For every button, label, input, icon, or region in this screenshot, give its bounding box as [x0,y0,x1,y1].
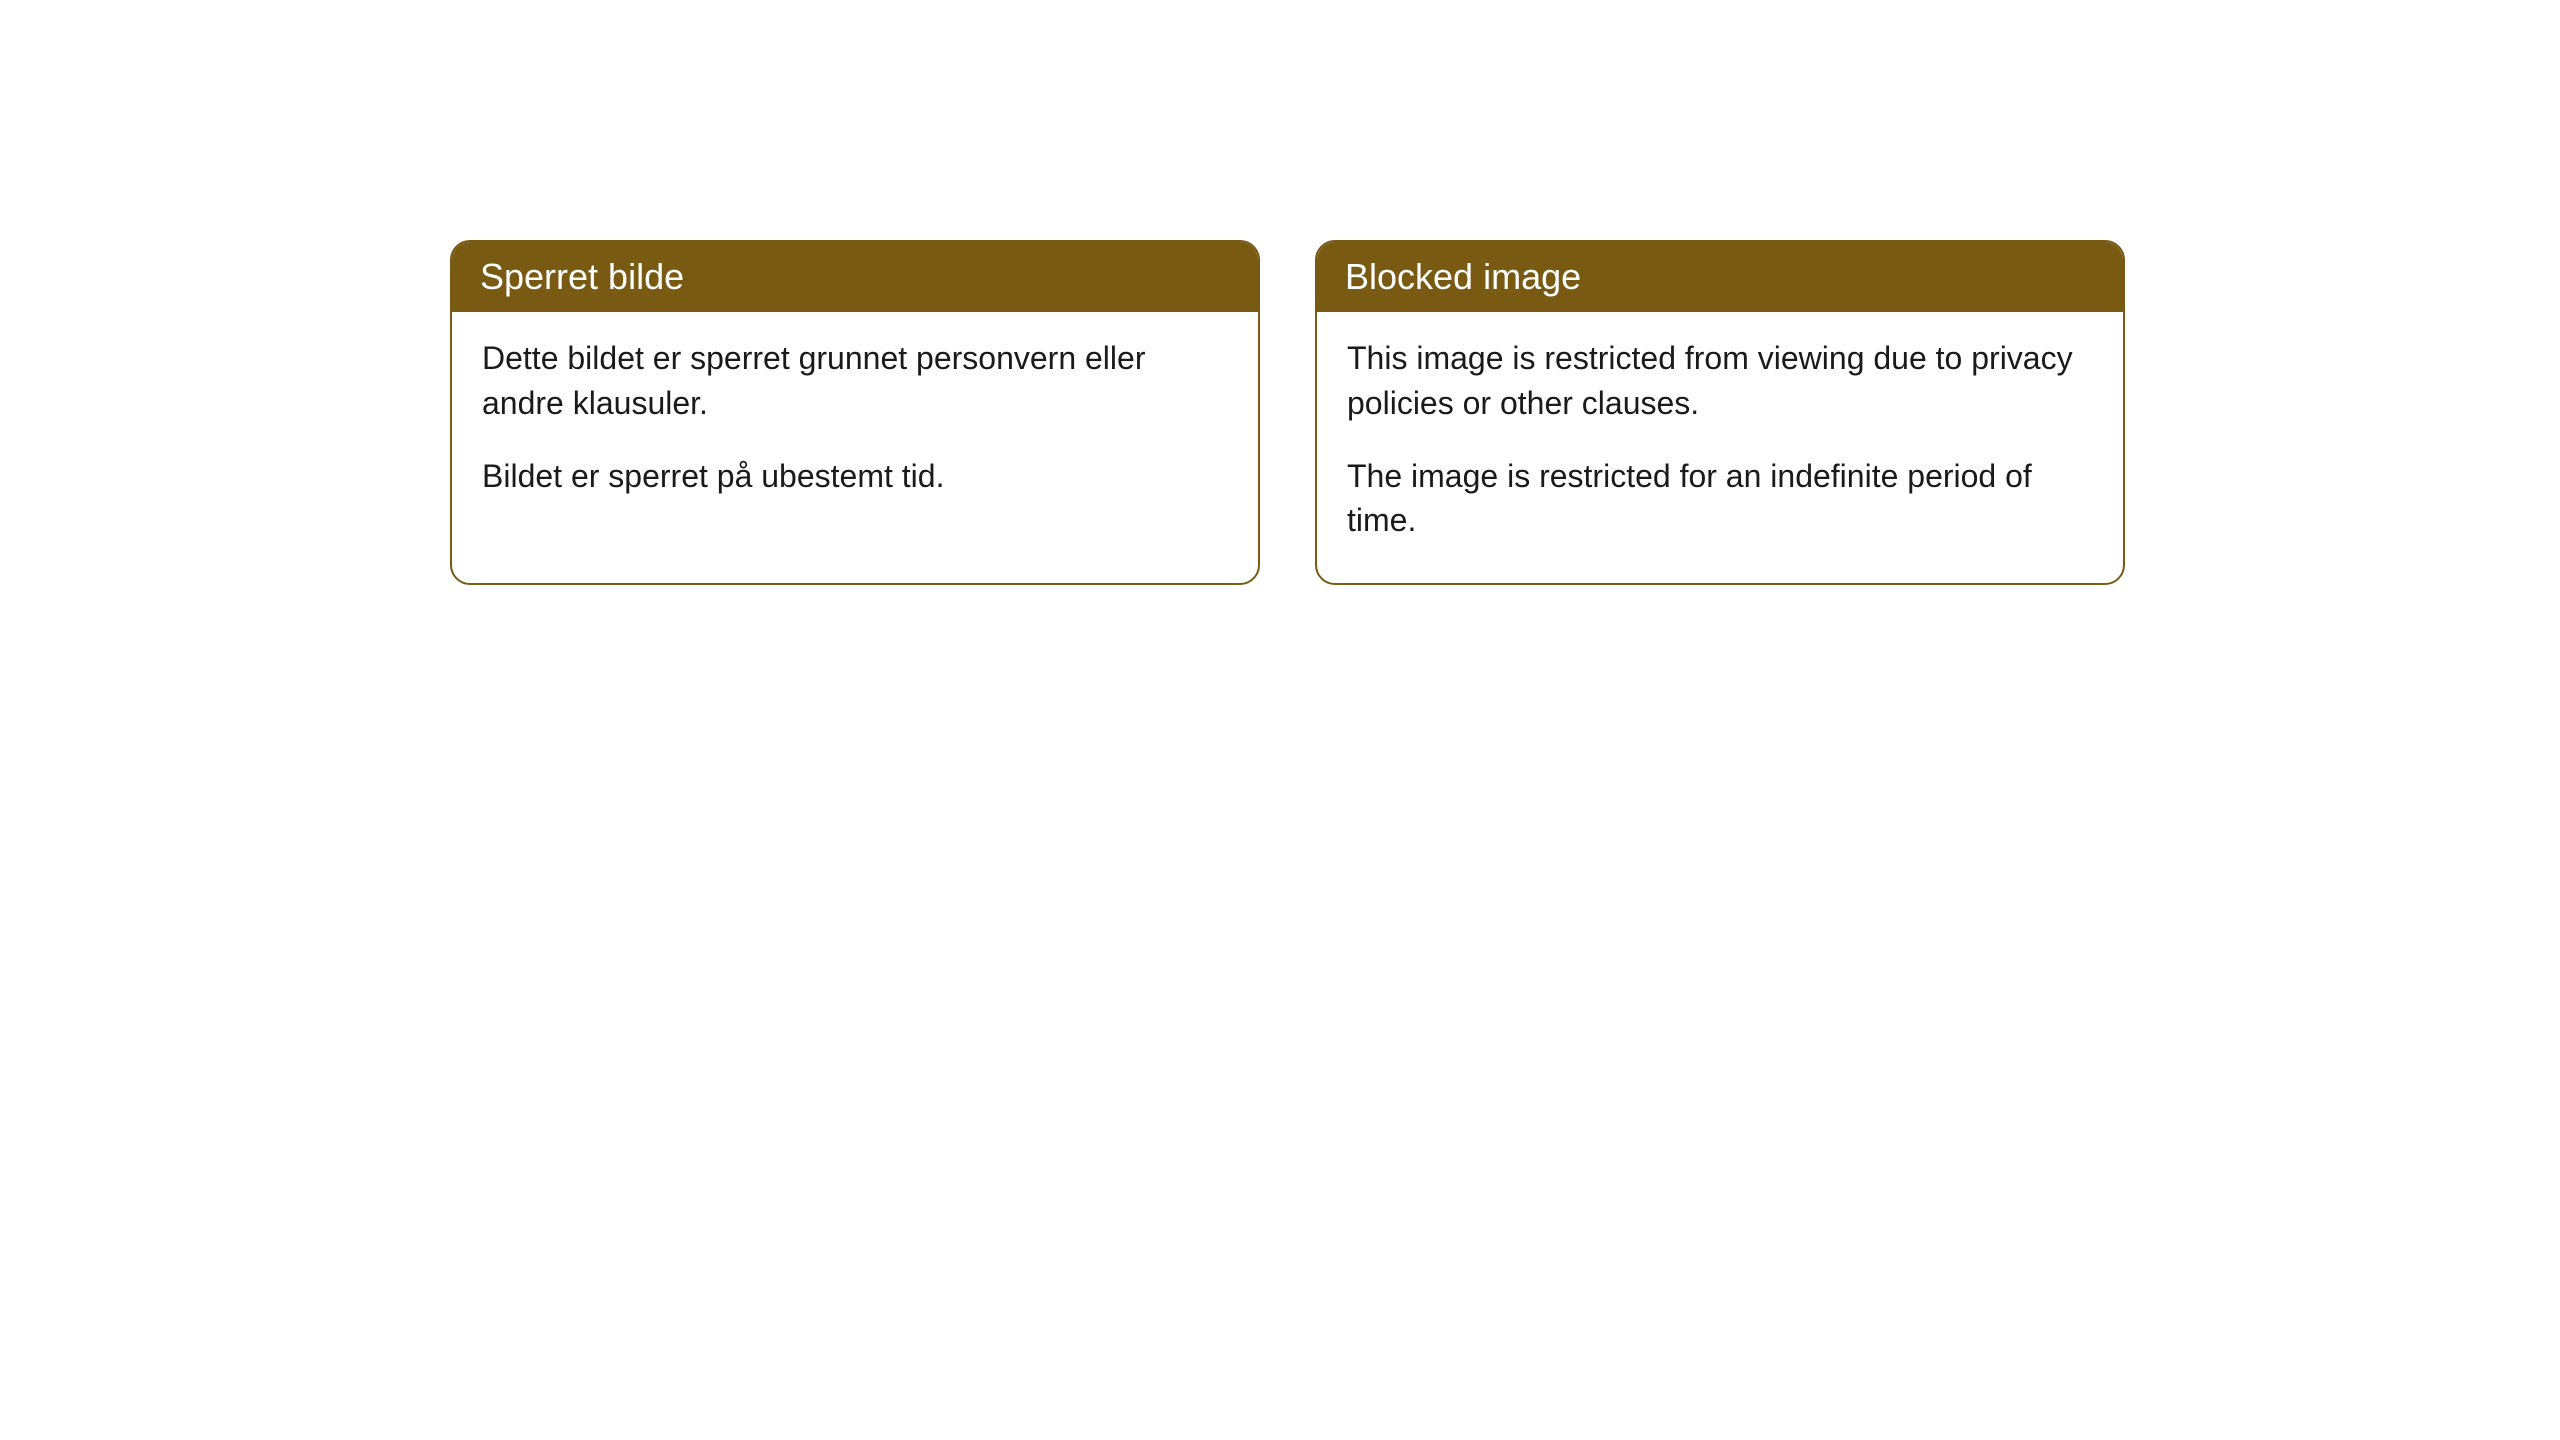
card-body: This image is restricted from viewing du… [1317,312,2123,583]
notice-cards-container: Sperret bilde Dette bildet er sperret gr… [450,240,2125,585]
card-title: Blocked image [1345,256,1581,297]
card-paragraph: Dette bildet er sperret grunnet personve… [482,336,1228,426]
card-body: Dette bildet er sperret grunnet personve… [452,312,1258,538]
card-header: Sperret bilde [452,242,1258,312]
card-paragraph: This image is restricted from viewing du… [1347,336,2093,426]
notice-card-english: Blocked image This image is restricted f… [1315,240,2125,585]
card-header: Blocked image [1317,242,2123,312]
notice-card-norwegian: Sperret bilde Dette bildet er sperret gr… [450,240,1260,585]
card-paragraph: The image is restricted for an indefinit… [1347,454,2093,544]
card-paragraph: Bildet er sperret på ubestemt tid. [482,454,1228,499]
card-title: Sperret bilde [480,256,684,297]
